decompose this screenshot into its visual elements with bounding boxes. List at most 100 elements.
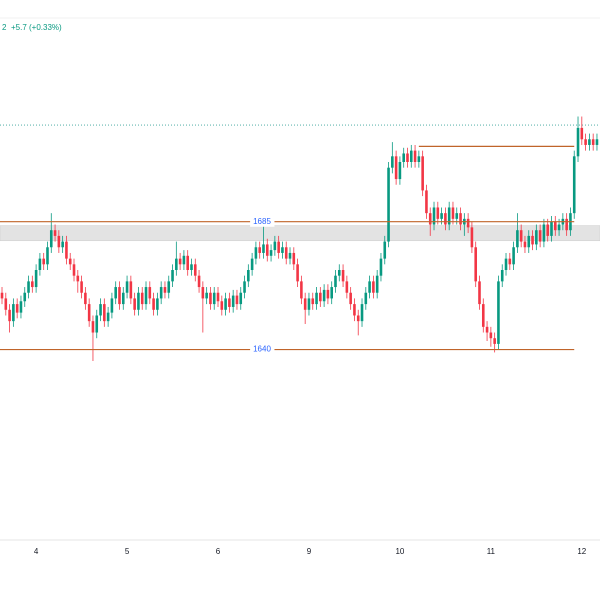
candle-body (269, 250, 273, 256)
candle-body (417, 156, 421, 162)
candle-body (8, 309, 11, 322)
candle-body (572, 156, 576, 214)
candle-body (364, 292, 368, 305)
candle-body (379, 258, 383, 276)
candle-body (239, 292, 243, 305)
candle-body (99, 304, 102, 316)
candle-body (186, 255, 189, 270)
candle-body (466, 218, 470, 228)
candle-body (65, 241, 68, 259)
candle-body (284, 247, 288, 259)
candle-body (118, 287, 121, 305)
candle-body (296, 264, 299, 282)
candle-body (531, 235, 534, 245)
candle-body (129, 281, 133, 299)
candle-body (224, 298, 227, 310)
candle-body (212, 292, 216, 305)
candle-body (527, 235, 531, 248)
candle-body (250, 258, 254, 270)
x-tick-label: 4 (34, 547, 39, 556)
x-tick-label: 6 (216, 547, 221, 556)
candle-body (72, 264, 76, 276)
candle-body (394, 156, 398, 180)
candle-body (402, 153, 406, 162)
x-tick-label: 9 (307, 547, 312, 556)
candle-body (220, 301, 224, 310)
price-change: +5.7 (+0.33%) (11, 23, 62, 32)
candle-body (375, 275, 379, 293)
candle-body (197, 275, 201, 288)
candle-body (243, 281, 246, 293)
candle-body (353, 304, 356, 316)
candle-body (205, 292, 208, 299)
candle-body (538, 230, 542, 242)
candle-body (15, 304, 19, 313)
candle-body (171, 270, 174, 282)
candle-body (209, 292, 212, 305)
candle-body (459, 213, 462, 225)
candle-body (163, 287, 167, 293)
candle-body (182, 255, 186, 265)
candle-body (485, 326, 489, 333)
candle-body (193, 264, 197, 276)
level-label-bg (250, 215, 275, 227)
candle-body (489, 332, 493, 339)
candle-body (470, 227, 474, 248)
candle-body (265, 244, 269, 256)
candle-body (247, 270, 250, 282)
candle-body (57, 235, 61, 248)
candle-body (175, 258, 178, 270)
candle-body (106, 312, 110, 322)
candle-body (436, 207, 440, 219)
candle-body (103, 304, 106, 322)
candle-body (38, 258, 42, 270)
candle-body (421, 156, 424, 191)
candle-body (576, 127, 580, 157)
candle-body (84, 292, 87, 305)
candle-body (61, 241, 64, 248)
candle-body (76, 275, 80, 282)
candle-body (565, 218, 568, 231)
candle-body (406, 153, 409, 162)
candle-body (512, 247, 515, 265)
candle-body (46, 247, 49, 265)
candle-body (481, 304, 485, 327)
x-tick-label: 10 (395, 547, 404, 556)
candle-body (391, 156, 394, 168)
candle-body (595, 139, 599, 145)
candle-body (516, 230, 519, 248)
candle-body (330, 287, 333, 299)
candle-body (133, 298, 136, 310)
candle-body (341, 270, 345, 282)
candle-body (440, 213, 443, 219)
candle-body (425, 190, 428, 214)
candle-body (144, 287, 148, 305)
candle-body (432, 207, 436, 225)
candle-body (497, 281, 500, 344)
candle-body (228, 298, 231, 307)
candle-body (542, 224, 546, 242)
candle-body (156, 298, 159, 310)
candle-body (4, 298, 8, 310)
candle-body (322, 289, 326, 302)
zone (0, 225, 600, 242)
candle-body (42, 258, 45, 265)
candle-body (334, 275, 337, 288)
candle-body (591, 139, 595, 145)
candle-body (216, 292, 220, 302)
candle-body (114, 287, 117, 299)
candle-body (34, 270, 38, 288)
level-label-bg (250, 343, 275, 355)
candle-body (535, 230, 538, 245)
candle-body (27, 281, 30, 293)
candle-body (80, 281, 83, 293)
candle-body (504, 258, 508, 270)
level-label: 1640 (253, 345, 271, 354)
candle-body (409, 150, 413, 162)
candle-body (383, 241, 387, 259)
candle-body (580, 127, 584, 140)
candle-body (387, 167, 390, 242)
